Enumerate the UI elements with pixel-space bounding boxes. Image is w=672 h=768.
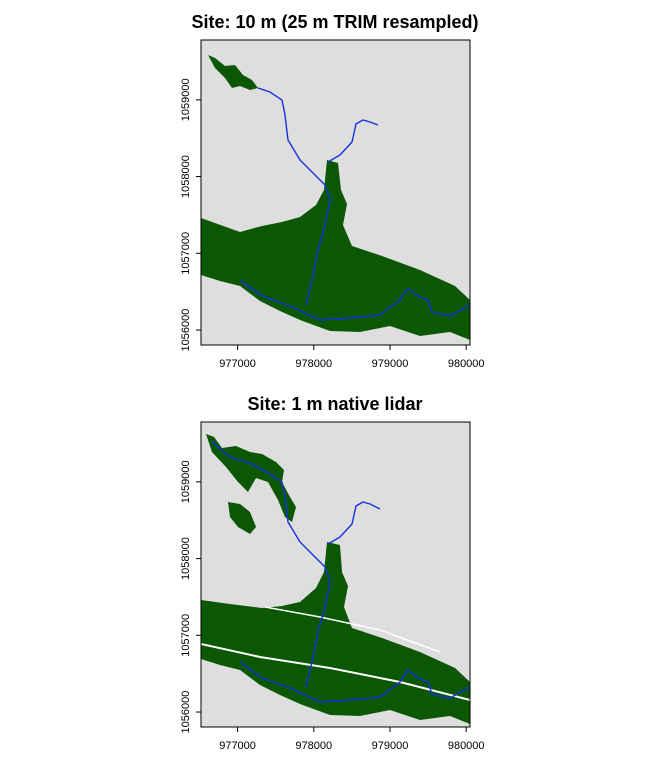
river [327, 119, 379, 163]
x-tick-label: 980000 [448, 740, 485, 752]
chart-title: Site: 10 m (25 m TRIM resampled) [191, 12, 478, 32]
river [239, 279, 470, 321]
land-area [208, 55, 258, 90]
y-tick-label: 1059000 [180, 78, 192, 121]
x-tick-label: 978000 [295, 740, 332, 752]
land-area [228, 502, 256, 534]
plot-frame [200, 421, 471, 728]
x-tick-label: 977000 [219, 358, 256, 370]
gap-stripe [201, 643, 470, 701]
y-tick-label: 1058000 [180, 155, 192, 198]
map-panel: Site: 1 m native lidar 977000 978000 979000… [180, 394, 485, 752]
x-tick-label: 977000 [219, 740, 256, 752]
plot-frame [200, 39, 471, 346]
y-tick-label: 1057000 [180, 232, 192, 275]
y-tick-label: 1056000 [180, 691, 192, 734]
x-tick-label: 979000 [372, 740, 409, 752]
river [239, 661, 470, 703]
x-tick-label: 980000 [448, 358, 485, 370]
y-tick-label: 1058000 [180, 537, 192, 580]
y-tick-label: 1057000 [180, 614, 192, 657]
gap-stripe [264, 606, 441, 653]
chart-title: Site: 1 m native lidar [247, 394, 422, 414]
river [211, 441, 331, 688]
map-panel: Site: 10 m (25 m TRIM resampled) 977000 97… [180, 12, 485, 370]
x-tick-label: 978000 [295, 358, 332, 370]
x-tick-label: 979000 [372, 358, 409, 370]
river [327, 501, 381, 545]
y-tick-label: 1059000 [180, 460, 192, 503]
y-tick-label: 1056000 [180, 309, 192, 352]
river [257, 87, 331, 306]
